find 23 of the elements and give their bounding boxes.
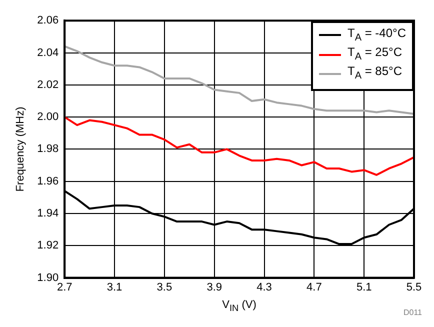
x-tick-label: 2.7 (56, 281, 72, 294)
legend-label: T$_{A}$ = 25°C (347, 44, 402, 64)
y-tick-label: 1.98 (37, 143, 59, 156)
y-tick-label: 2.02 (37, 78, 59, 91)
x-tick-label: 3.1 (106, 281, 122, 294)
x-axis-title: V$_{IN}$ (V) (222, 299, 256, 314)
y-tick-label: 1.90 (37, 272, 59, 284)
x-tick-label: 4.7 (306, 281, 322, 294)
x-tick-label: 5.5 (406, 281, 422, 294)
y-tick-label: 1.92 (37, 240, 59, 252)
text: D011 (403, 308, 423, 318)
legend-label: T$_{A}$ = -40°C (347, 26, 406, 45)
x-tick-label: 4.3 (256, 281, 272, 294)
legend-label: T$_{A}$ = 85°C (347, 64, 402, 84)
y-tick-label: 1.96 (37, 175, 59, 188)
x-tick-label: 5.1 (356, 281, 372, 294)
y-tick-label: 2.00 (37, 111, 59, 124)
x-tick-label: 3.5 (156, 281, 172, 294)
y-tick-label: 1.94 (37, 208, 59, 220)
y-tick-label: 2.06 (37, 14, 59, 27)
y-tick-label: 2.04 (37, 46, 59, 59)
x-tick-label: 3.9 (206, 281, 222, 294)
y-axis-title: Frequency (MHz) (14, 106, 27, 192)
